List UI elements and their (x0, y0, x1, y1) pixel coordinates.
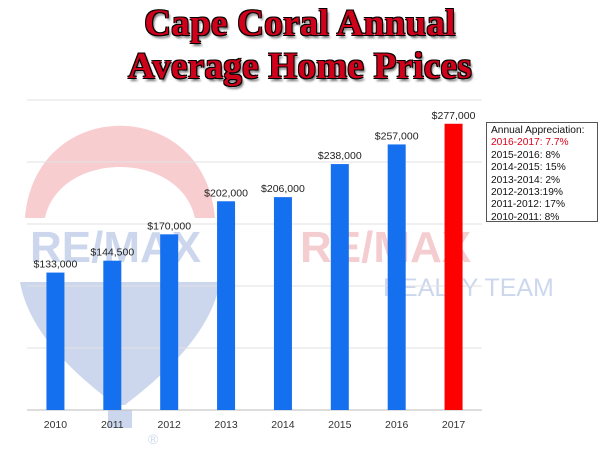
bar-2013 (217, 201, 236, 410)
legend-heading: Annual Appreciation: (491, 125, 585, 136)
bar-2010 (46, 272, 65, 410)
bar-2014 (273, 197, 292, 410)
x-tick-labels: 2010 2011 2012 2013 2014 2015 2016 2017 (44, 419, 466, 431)
data-labels: $133,000 $144,500 $170,000 $202,000 $206,000… (34, 110, 476, 271)
x-tick-2015: 2015 (328, 419, 352, 431)
balloon-top-red (25, 125, 215, 218)
bar-2017 (444, 123, 463, 411)
bar-2011 (103, 260, 122, 410)
data-label-2016: $257,000 (375, 130, 419, 142)
legend-item: 2015-2016: 8% (491, 149, 561, 161)
x-tick-2017: 2017 (442, 419, 466, 431)
bar-2016 (387, 144, 406, 410)
x-tick-2010: 2010 (44, 419, 68, 431)
bar-2012 (160, 234, 179, 410)
legend-item: 2014-2015: 15% (491, 162, 566, 174)
x-tick-2011: 2011 (101, 419, 124, 431)
legend-item: 2010-2011: 8% (491, 211, 560, 223)
gridlines (27, 99, 482, 411)
x-tick-2016: 2016 (385, 419, 409, 431)
data-label-2014: $206,000 (261, 183, 305, 195)
bars (46, 123, 463, 411)
watermark-logo-right: RE/MAX (300, 223, 471, 272)
legend-item: 2016-2017: 7.7% (491, 137, 569, 149)
registered-mark: ® (148, 431, 159, 447)
balloon-basket (108, 410, 132, 428)
data-label-2013: $202,000 (204, 187, 248, 199)
x-tick-2012: 2012 (158, 419, 182, 431)
chart-title: Cape Coral Annual Average Home Prices (0, 2, 600, 88)
data-label-2012: $170,000 (147, 220, 191, 232)
data-label-2015: $238,000 (318, 150, 362, 162)
legend-item: 2013-2014: 2% (491, 174, 561, 186)
appreciation-legend: Annual Appreciation: 2016-2017: 7.7% 2015… (486, 122, 598, 224)
data-label-2010: $133,000 (34, 259, 78, 271)
title-line-1: Cape Coral Annual (144, 3, 456, 44)
legend-items: 2016-2017: 7.7% 2015-2016: 8% 2014-2015: 1… (491, 137, 593, 224)
x-tick-2014: 2014 (271, 419, 295, 431)
data-label-2017: $277,000 (432, 110, 476, 122)
title-line-2: Average Home Prices (127, 46, 472, 87)
x-tick-2013: 2013 (214, 419, 238, 431)
legend-item: 2011-2012: 17% (491, 199, 566, 211)
bar-2015 (330, 164, 349, 410)
data-label-2011: $144,500 (90, 247, 134, 259)
watermark-subtitle: REALTY TEAM (383, 274, 554, 302)
legend-item: 2012-2013:19% (491, 187, 563, 199)
